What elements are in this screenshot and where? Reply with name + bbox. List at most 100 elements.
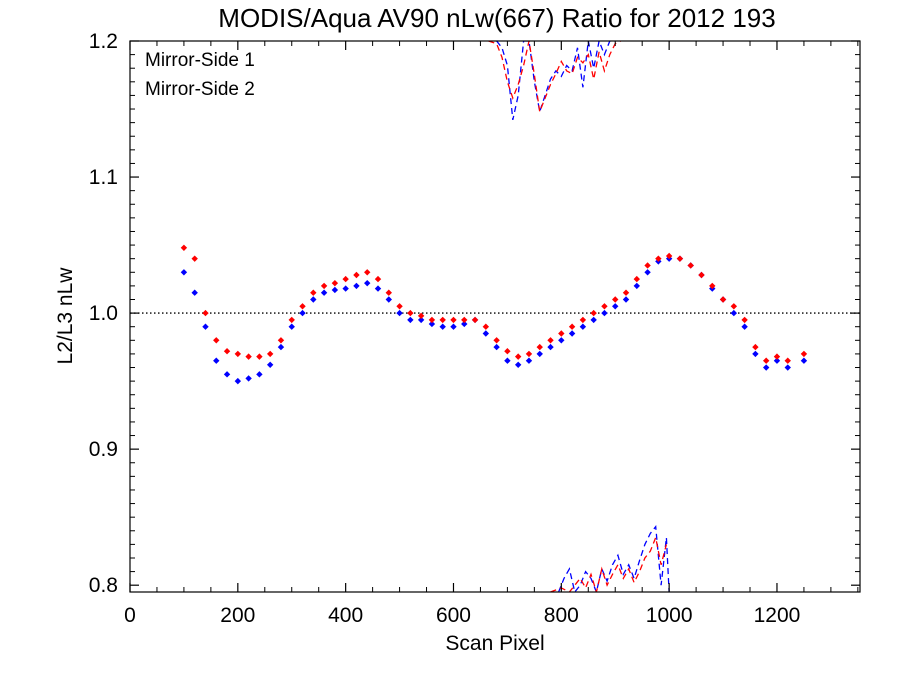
data-point: [450, 316, 457, 324]
chart-title: MODIS/Aqua AV90 nLw(667) Ratio for 2012 …: [218, 3, 775, 33]
data-point: [558, 337, 565, 344]
data-point: [644, 262, 651, 269]
data-point: [784, 357, 791, 364]
data-point: [800, 357, 808, 364]
data-point: [633, 282, 640, 290]
data-point: [644, 269, 651, 276]
data-point: [687, 262, 694, 269]
data-point: [676, 255, 684, 262]
y-tick-label: 1.1: [89, 166, 118, 189]
data-point: [800, 350, 808, 358]
data-point: [504, 357, 511, 364]
data-point: [374, 285, 382, 292]
data-point: [266, 361, 274, 368]
data-point: [396, 309, 403, 317]
data-point: [364, 279, 371, 287]
data-point: [364, 269, 371, 276]
data-point: [320, 282, 328, 290]
data-point: [310, 296, 317, 303]
dashed-line-4: [550, 535, 668, 592]
data-point: [525, 357, 533, 364]
data-point: [331, 279, 339, 287]
data-point: [525, 350, 533, 358]
data-point: [482, 330, 490, 337]
y-axis-title: L2/L3 nLw: [54, 267, 77, 365]
series-2: [180, 244, 808, 364]
data-point: [180, 269, 188, 276]
data-point: [353, 271, 360, 279]
dashed-line-2: [488, 41, 621, 115]
data-point: [730, 309, 738, 317]
data-point: [310, 289, 317, 296]
data-point: [353, 282, 360, 290]
data-point: [342, 275, 349, 283]
data-point: [730, 303, 738, 310]
data-point: [719, 296, 727, 303]
data-point: [773, 357, 781, 364]
data-point: [568, 323, 576, 330]
x-tick-label: 0: [124, 604, 136, 627]
x-axis-title: Scan Pixel: [445, 632, 544, 655]
data-point: [665, 252, 673, 260]
legend-label-mirror-side-1: Mirror-Side 1: [145, 50, 255, 71]
data-point: [439, 316, 446, 324]
data-point: [223, 371, 231, 378]
data-point: [536, 350, 543, 358]
data-point: [202, 323, 209, 330]
data-point: [601, 309, 608, 317]
data-point: [590, 309, 597, 317]
data-point: [277, 343, 285, 351]
data-point: [773, 353, 781, 360]
x-tick-label: 800: [544, 604, 579, 627]
data-point: [407, 309, 414, 317]
data-point: [655, 255, 662, 262]
x-tick-label: 200: [220, 604, 255, 627]
data-point: [741, 323, 748, 330]
data-point: [622, 296, 630, 303]
data-point: [234, 350, 242, 358]
plot-area: [130, 41, 860, 592]
data-point: [547, 337, 554, 344]
data-point: [784, 364, 791, 371]
plot-frame: [129, 40, 861, 593]
data-point: [558, 330, 565, 337]
data-point: [514, 361, 522, 368]
data-point: [762, 357, 770, 364]
data-point: [245, 353, 252, 360]
data-point: [493, 337, 500, 344]
data-point: [633, 275, 640, 283]
data-point: [536, 343, 543, 351]
data-point: [741, 316, 748, 324]
data-point: [374, 275, 382, 283]
data-point: [439, 323, 446, 330]
data-point: [385, 289, 392, 296]
data-point: [752, 350, 759, 358]
legend: Mirror-Side 1 Mirror-Side 2: [145, 50, 255, 100]
data-point: [514, 353, 522, 360]
legend-label-mirror-side-2: Mirror-Side 2: [145, 79, 255, 100]
data-point: [234, 377, 242, 385]
data-point: [568, 330, 576, 337]
data-point: [288, 323, 295, 330]
data-point: [288, 316, 295, 324]
data-point: [579, 316, 587, 324]
dashed-line-3: [557, 525, 670, 592]
y-tick-label: 1.2: [89, 30, 118, 53]
y-axis: 0.8 0.9 1.0 1.1 1.2: [89, 30, 860, 597]
data-point: [202, 309, 209, 317]
data-point: [752, 343, 759, 351]
series-1: [180, 255, 808, 385]
y-tick-label: 0.8: [89, 574, 118, 597]
x-tick-label: 1000: [646, 604, 693, 627]
data-point: [417, 312, 425, 320]
data-point: [461, 316, 468, 324]
dashed-line-1: [496, 41, 616, 121]
data-point: [320, 289, 328, 296]
data-point: [493, 343, 500, 351]
data-point: [428, 320, 436, 328]
x-axis: 0 200 400 600 800 1000 1200: [124, 41, 859, 627]
data-point: [762, 364, 770, 371]
x-tick-label: 600: [436, 604, 471, 627]
data-point: [396, 303, 403, 310]
